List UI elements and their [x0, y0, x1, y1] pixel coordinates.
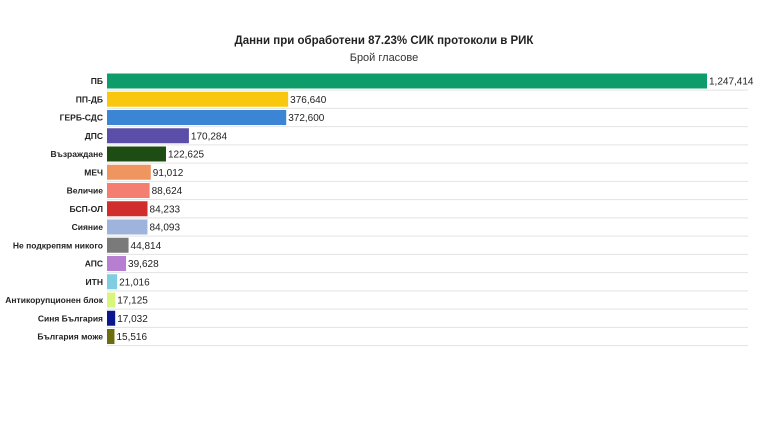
chart-subtitle: Брой гласове — [349, 52, 419, 64]
bar-12 — [107, 274, 118, 290]
bar-14 — [107, 310, 116, 326]
bar-15 — [107, 329, 115, 344]
value-label-6: 91,012 — [153, 168, 184, 179]
value-label-14: 17,032 — [117, 314, 148, 325]
bar-1 — [107, 73, 707, 89]
bar-6 — [107, 164, 151, 180]
value-label-1: 1,247,414 — [709, 77, 754, 88]
value-label-10: 44,814 — [131, 241, 162, 252]
value-label-2: 376,640 — [290, 95, 327, 106]
value-label-3: 372,600 — [288, 113, 325, 124]
value-label-5: 122,625 — [168, 150, 205, 161]
category-label-9: Сияние — [72, 222, 104, 232]
category-label-14: Синя България — [38, 313, 103, 323]
bar-8 — [107, 201, 148, 217]
bar-9 — [107, 219, 148, 235]
chart-title: Данни при обработени 87.23% СИК протокол… — [234, 35, 534, 47]
category-label-4: ДПС — [85, 131, 103, 141]
bar-11 — [107, 256, 127, 271]
category-label-3: ГЕРБ-СДС — [60, 113, 103, 123]
bar-7 — [107, 183, 150, 198]
category-label-7: Величие — [67, 186, 104, 196]
category-label-2: ПП-ДБ — [76, 94, 103, 104]
bar-5 — [107, 146, 166, 162]
category-label-5: Възраждане — [51, 149, 104, 159]
value-label-13: 17,125 — [117, 296, 148, 307]
value-label-4: 170,284 — [191, 131, 228, 142]
category-label-11: АПС — [85, 259, 103, 269]
value-label-8: 84,233 — [150, 204, 181, 215]
value-label-7: 88,624 — [152, 186, 183, 197]
category-label-8: БСП-ОЛ — [70, 204, 103, 214]
category-label-6: МЕЧ — [84, 167, 103, 177]
value-label-12: 21,016 — [119, 277, 150, 288]
category-label-15: България може — [37, 332, 103, 342]
category-label-12: ИТН — [86, 277, 103, 287]
bar-3 — [107, 110, 287, 125]
category-label-13: Антикорупционен блок — [5, 295, 103, 305]
bar-13 — [107, 292, 116, 308]
value-label-15: 15,516 — [116, 332, 147, 343]
category-label-10: Не подкрепям никого — [13, 240, 103, 250]
value-label-9: 84,093 — [149, 223, 180, 234]
bar-10 — [107, 237, 129, 253]
bar-2 — [107, 91, 289, 107]
value-label-11: 39,628 — [128, 259, 159, 270]
bar-4 — [107, 128, 189, 144]
category-label-1: ПБ — [91, 76, 103, 86]
